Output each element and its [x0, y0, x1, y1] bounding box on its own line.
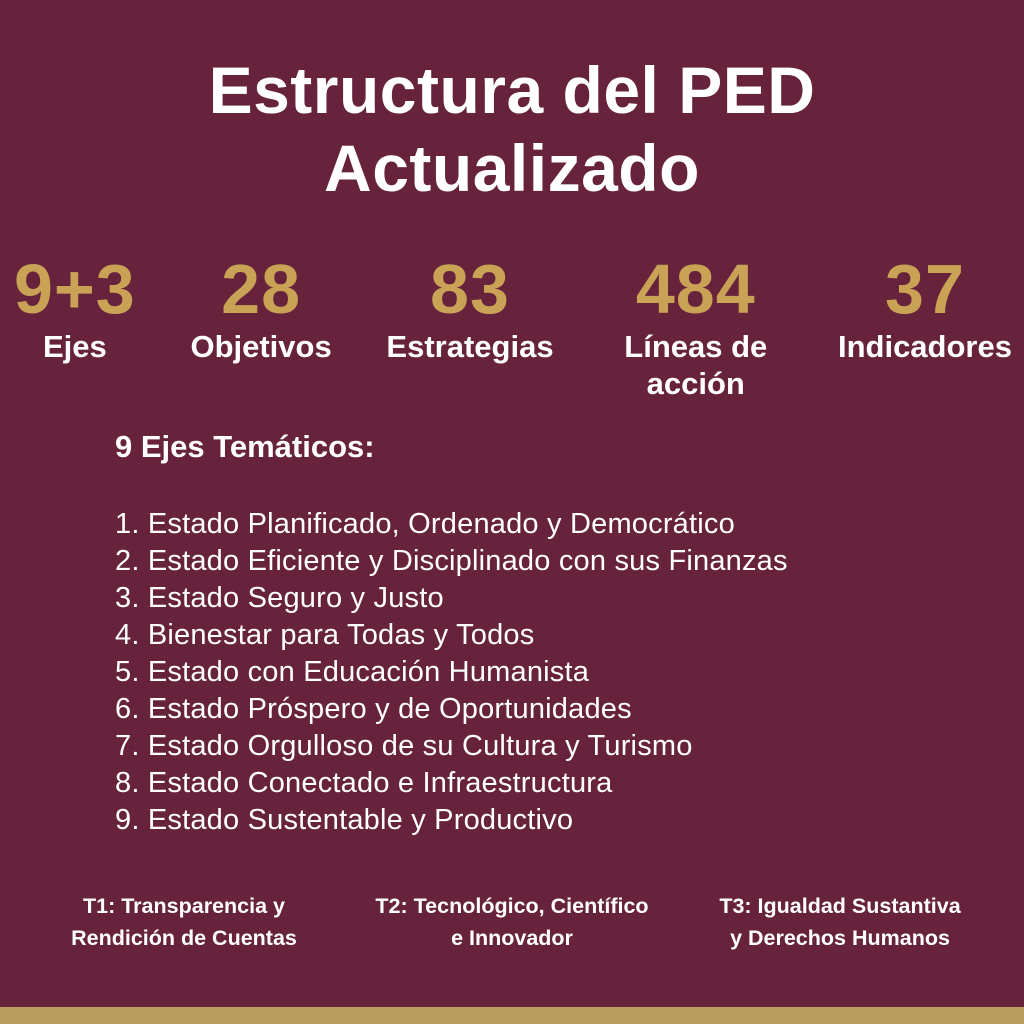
axis-item-9: 9. Estado Sustentable y Productivo [115, 804, 574, 836]
stat-objetivos-label: Objetivos [190, 329, 332, 364]
axis-item-4: 4. Bienestar para Todas y Todos [115, 619, 535, 651]
theme-t3: T3: Igualdad Sustantiva y Derechos Human… [676, 890, 1004, 954]
axis-item-1: 1. Estado Planificado, Ordenado y Democr… [115, 508, 735, 540]
axis-item-2: 2. Estado Eficiente y Disciplinado con s… [115, 545, 788, 577]
bottom-accent-bar [0, 1007, 1024, 1024]
stat-lineas-de-accion-value: 484 [635, 250, 756, 328]
page-title: Estructura del PED Actualizado [0, 52, 1024, 208]
stat-indicadores: 37 Indicadores [838, 252, 1012, 402]
theme-t3-line-2: y Derechos Humanos [730, 926, 950, 950]
thematic-axes-list: 1. Estado Planificado, Ordenado y Democr… [115, 506, 1004, 839]
page-title-line-1: Estructura del PED [208, 53, 816, 127]
axis-item-6: 6. Estado Próspero y de Oportunidades [115, 693, 632, 725]
stat-objetivos: 28 Objetivos [190, 252, 331, 402]
stat-estrategias-value: 83 [430, 250, 510, 328]
stat-ejes: 9+3 Ejes [14, 252, 136, 402]
axis-item-8: 8. Estado Conectado e Infraestructura [115, 767, 613, 799]
stat-indicadores-label: Indicadores [837, 329, 1012, 364]
stats-row: 9+3 Ejes 28 Objetivos 83 Estrategias 484… [0, 252, 1024, 402]
theme-t1-line-2: Rendición de Cuentas [71, 926, 297, 950]
transversal-themes-row: T1: Transparencia y Rendición de Cuentas… [0, 890, 1024, 954]
stat-estrategias-label: Estrategias [386, 329, 554, 364]
stat-indicadores-value: 37 [885, 250, 965, 328]
axis-item-7: 7. Estado Orgulloso de su Cultura y Turi… [115, 730, 693, 762]
stat-lineas-de-accion: 484 Líneas de acción [608, 252, 783, 402]
theme-t1-line-1: T1: Transparencia y [83, 894, 285, 918]
thematic-axes-heading: 9 Ejes Temáticos: [115, 429, 375, 464]
stat-ejes-value: 9+3 [14, 250, 136, 328]
stat-lineas-de-accion-label: Líneas de acción [624, 329, 768, 401]
axis-item-3: 3. Estado Seguro y Justo [115, 582, 444, 614]
stat-estrategias: 83 Estrategias [386, 252, 553, 402]
stat-ejes-label: Ejes [42, 329, 107, 364]
theme-t1: T1: Transparencia y Rendición de Cuentas [20, 890, 348, 954]
theme-t2-line-2: e Innovador [451, 926, 573, 950]
theme-t2: T2: Tecnológico, Científico e Innovador [348, 890, 676, 954]
axis-item-5: 5. Estado con Educación Humanista [115, 656, 590, 688]
thematic-axes-section: 9 Ejes Temáticos: 1. Estado Planificado,… [115, 428, 1004, 839]
theme-t3-line-1: T3: Igualdad Sustantiva [719, 894, 961, 918]
theme-t2-line-1: T2: Tecnológico, Científico [375, 894, 649, 918]
stat-objetivos-value: 28 [221, 250, 302, 328]
page-title-line-2: Actualizado [324, 130, 700, 205]
